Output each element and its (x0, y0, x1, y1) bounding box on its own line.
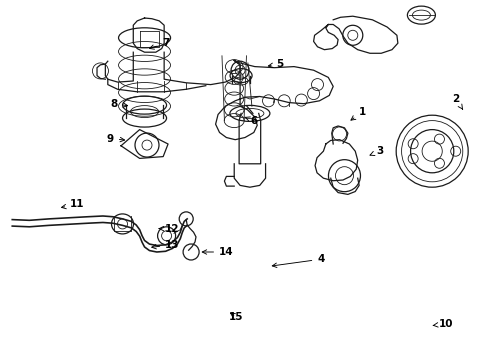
Text: 12: 12 (159, 224, 180, 234)
Text: 11: 11 (62, 199, 85, 210)
Text: 5: 5 (269, 59, 284, 69)
Text: 2: 2 (452, 94, 463, 109)
Text: 6: 6 (245, 116, 257, 126)
Text: 8: 8 (110, 99, 127, 109)
Text: 14: 14 (202, 247, 234, 257)
Text: 4: 4 (272, 254, 325, 267)
Text: 1: 1 (351, 107, 366, 120)
Text: 10: 10 (433, 319, 453, 329)
Text: 13: 13 (152, 240, 180, 250)
Text: 3: 3 (370, 146, 383, 156)
Text: 9: 9 (107, 134, 124, 144)
Text: 7: 7 (149, 38, 170, 49)
Text: 15: 15 (229, 312, 244, 322)
